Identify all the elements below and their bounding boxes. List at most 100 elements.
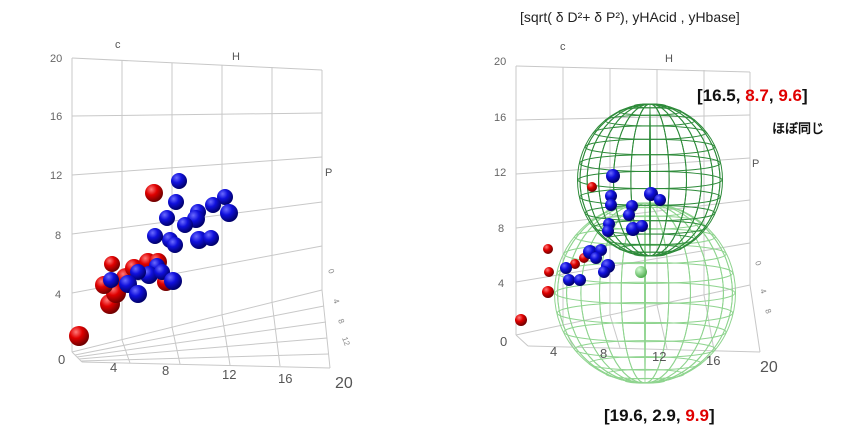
red-point <box>570 259 580 269</box>
right-x-ticks: 4 8 12 16 20 <box>550 344 778 376</box>
right-axis-h: H <box>665 53 673 65</box>
blue-point <box>147 228 163 244</box>
right-axis-c: c <box>560 41 566 53</box>
label-top-v3: 9.6 <box>778 86 802 105</box>
left-xtick: 8 <box>162 363 169 378</box>
blue-point <box>167 237 183 253</box>
blue-point <box>644 187 658 201</box>
right-ytick: 8 <box>498 223 504 235</box>
label-bottom-coordinates: [19.6, 2.9, 9.9] <box>604 406 715 425</box>
sphere-longitude-line <box>649 103 651 257</box>
sphere-19-6 <box>554 202 736 384</box>
formula-title: [sqrt( δ D²+ δ P²), yHAcid , yHbase] <box>520 9 740 25</box>
label-bottom-close: ] <box>709 406 715 425</box>
red-point <box>515 314 527 326</box>
right-axis-p: P <box>752 158 759 170</box>
blue-point <box>563 274 575 286</box>
svg-text:4: 4 <box>758 288 768 296</box>
right-xtick: 4 <box>550 344 557 359</box>
right-xtick: 12 <box>652 349 666 364</box>
right-xtick: 16 <box>706 353 720 368</box>
blue-point <box>636 220 648 232</box>
label-top-v2: 8.7 <box>745 86 769 105</box>
right-ytick: 12 <box>494 167 506 179</box>
right-ytick: 16 <box>494 112 506 124</box>
svg-text:8: 8 <box>336 318 346 326</box>
left-axis-h: H <box>232 51 240 63</box>
blue-point <box>103 272 119 288</box>
red-point <box>587 182 597 192</box>
blue-point <box>205 197 221 213</box>
left-ytick: 4 <box>55 289 61 301</box>
left-ytick: 16 <box>50 111 62 123</box>
blue-point <box>590 252 602 264</box>
left-xtick: 20 <box>335 375 353 392</box>
blue-point <box>177 217 193 233</box>
svg-text:0: 0 <box>753 260 763 268</box>
left-xtick: 12 <box>222 367 236 382</box>
blue-point <box>605 199 617 211</box>
label-bottom-v1: 19.6 <box>610 406 643 425</box>
right-scatter-points <box>515 169 666 326</box>
svg-text:8: 8 <box>763 308 773 316</box>
blue-point <box>168 194 184 210</box>
left-ytick: 0 <box>58 352 65 367</box>
left-axis-p: P <box>325 167 332 179</box>
blue-point <box>203 230 219 246</box>
blue-point <box>598 266 610 278</box>
red-point <box>104 256 120 272</box>
left-scatter-points <box>69 173 238 346</box>
blue-point <box>220 204 238 222</box>
svg-text:12: 12 <box>340 336 352 348</box>
right-xtick: 20 <box>760 359 778 376</box>
left-ytick: 20 <box>50 53 62 65</box>
blue-point <box>654 194 666 206</box>
sphere-longitude-line <box>579 103 721 257</box>
label-bottom-v2: 2.9 <box>652 406 676 425</box>
label-top-coordinates: [16.5, 8.7, 9.6] <box>697 86 808 105</box>
svg-text:4: 4 <box>331 298 341 306</box>
right-ytick: 4 <box>498 278 504 290</box>
left-axis-c: c <box>115 39 121 51</box>
label-top-open: [ <box>697 86 703 105</box>
right-xtick: 8 <box>600 346 607 361</box>
right-plot: 20 16 12 8 4 0 4 8 12 16 20 c H P 0 4 8 … <box>494 41 824 425</box>
blue-point <box>602 225 614 237</box>
blue-point <box>164 272 182 290</box>
blue-point <box>159 210 175 226</box>
right-ytick: 0 <box>500 334 507 349</box>
blue-point <box>560 262 572 274</box>
blue-point <box>129 285 147 303</box>
right-ytick: 20 <box>494 56 506 68</box>
left-xtick: 4 <box>110 360 117 375</box>
left-z-ticks: 0 4 8 12 <box>326 268 352 348</box>
left-x-ticks: 4 8 12 16 20 <box>110 360 353 392</box>
left-xtick: 16 <box>278 371 292 386</box>
blue-point <box>171 173 187 189</box>
red-point <box>542 286 554 298</box>
svg-text:0: 0 <box>326 268 336 276</box>
label-top-v1: 16.5 <box>703 86 736 105</box>
left-y-ticks: 20 16 12 8 4 0 <box>50 53 65 367</box>
left-ytick: 8 <box>55 230 61 242</box>
blue-point <box>623 209 635 221</box>
sphere-center-marker <box>635 266 647 278</box>
blue-point <box>130 264 146 280</box>
right-y-ticks: 20 16 12 8 4 0 <box>494 56 507 349</box>
blue-point <box>606 169 620 183</box>
blue-point <box>217 189 233 205</box>
label-top-sep: , <box>769 86 778 105</box>
note-text: ほぼ同じ <box>772 121 824 136</box>
sphere-16-5 <box>577 103 723 257</box>
blue-point <box>605 190 617 202</box>
red-point <box>543 244 553 254</box>
label-bottom-sep: , <box>643 406 652 425</box>
label-top-sep: , <box>736 86 745 105</box>
label-top-close: ] <box>802 86 808 105</box>
left-plot: 20 16 12 8 4 0 4 8 12 16 20 c H P 0 4 8 … <box>50 39 353 392</box>
left-floor-grid <box>71 289 331 369</box>
red-point <box>69 326 89 346</box>
right-z-ticks: 0 4 8 <box>753 260 773 316</box>
red-point <box>145 184 163 202</box>
